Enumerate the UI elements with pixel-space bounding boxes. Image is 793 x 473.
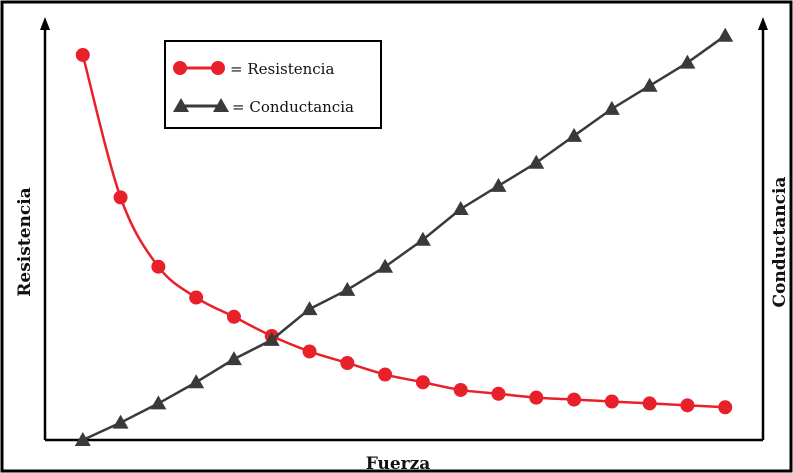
resistencia-point (453, 382, 468, 397)
conductancia-point (263, 331, 280, 346)
conductancia-point (679, 54, 696, 69)
conductancia-point (150, 395, 167, 410)
resistencia-point (151, 259, 166, 274)
conductancia-point (301, 301, 318, 316)
legend-conductancia-label: = Conductancia (232, 98, 354, 116)
conductancia-series (74, 27, 734, 446)
resistencia-point (113, 190, 128, 205)
conductancia-point (225, 351, 242, 366)
resistencia-point (189, 290, 204, 305)
conductancia-point (490, 177, 507, 192)
resistencia-point (340, 355, 355, 370)
conductancia-point (566, 127, 583, 142)
resistencia-point (378, 367, 393, 382)
right-y-axis-title: Conductancia (770, 177, 790, 308)
resistencia-point (75, 47, 90, 62)
resistencia-point (415, 375, 430, 390)
conductancia-point (528, 154, 545, 169)
resistencia-point (642, 396, 657, 411)
left-y-axis-arrow-icon (40, 17, 50, 30)
conductancia-point (339, 281, 356, 296)
x-axis-title: Fuerza (366, 454, 431, 473)
legend-box (164, 40, 382, 129)
resistencia-point (529, 390, 544, 405)
resistencia-point (226, 309, 241, 324)
conductancia-point (188, 374, 205, 389)
conductancia-point (452, 200, 469, 215)
conductancia-point (414, 231, 431, 246)
resistencia-point (567, 392, 582, 407)
resistencia-series (75, 47, 733, 415)
legend-resistencia-circle-icon (211, 61, 225, 75)
conductancia-point (377, 258, 394, 273)
conductancia-point (74, 432, 91, 446)
legend-conductancia-triangle-icon (173, 98, 189, 112)
resistencia-point (302, 344, 317, 359)
left-y-axis-title: Resistencia (15, 187, 35, 296)
legend-resistencia-label: = Resistencia (230, 60, 334, 78)
right-y-axis-arrow-icon (758, 17, 768, 30)
conductancia-point (603, 100, 620, 115)
conductancia-point (641, 77, 658, 92)
resistencia-point (604, 394, 619, 409)
conductancia-point (112, 414, 129, 429)
resistencia-point (718, 400, 733, 415)
conductancia-point (717, 27, 734, 42)
resistencia-point (491, 386, 506, 401)
legend-resistencia-circle-icon (173, 61, 187, 75)
legend: = Resistencia = Conductancia (164, 40, 382, 129)
resistencia-point (680, 398, 695, 413)
legend-conductancia-triangle-icon (213, 98, 229, 112)
